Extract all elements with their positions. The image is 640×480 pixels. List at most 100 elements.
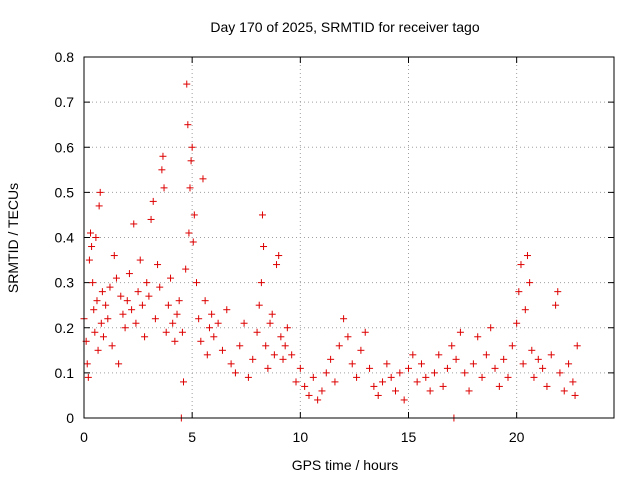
data-point bbox=[201, 297, 209, 305]
data-point bbox=[154, 261, 162, 269]
data-point bbox=[85, 256, 93, 264]
data-point bbox=[93, 297, 101, 305]
data-point bbox=[296, 364, 304, 372]
data-point bbox=[439, 382, 447, 390]
data-point bbox=[88, 243, 96, 251]
data-point bbox=[182, 265, 190, 273]
data-point bbox=[370, 382, 378, 390]
data-point bbox=[90, 306, 98, 314]
data-point bbox=[413, 378, 421, 386]
data-point bbox=[409, 351, 417, 359]
data-point bbox=[504, 373, 512, 381]
data-point bbox=[452, 355, 460, 363]
x-tick-label: 15 bbox=[401, 429, 417, 445]
data-point bbox=[335, 342, 343, 350]
data-point bbox=[554, 288, 562, 296]
data-point bbox=[573, 342, 581, 350]
data-point bbox=[227, 360, 235, 368]
data-point bbox=[208, 310, 216, 318]
data-point bbox=[125, 270, 133, 278]
data-point bbox=[491, 364, 499, 372]
data-point bbox=[357, 346, 365, 354]
data-point bbox=[244, 373, 252, 381]
data-point bbox=[456, 328, 464, 336]
data-point bbox=[478, 373, 486, 381]
data-point bbox=[91, 328, 99, 336]
data-point bbox=[260, 243, 268, 251]
data-point bbox=[159, 152, 167, 160]
data-point bbox=[104, 315, 112, 323]
data-point bbox=[322, 369, 330, 377]
data-point bbox=[171, 337, 179, 345]
data-point bbox=[383, 360, 391, 368]
data-point bbox=[500, 355, 508, 363]
data-point bbox=[218, 346, 226, 354]
data-point bbox=[257, 279, 265, 287]
data-point bbox=[187, 157, 195, 165]
data-point bbox=[565, 360, 573, 368]
data-points-layer bbox=[80, 80, 581, 422]
data-point bbox=[292, 378, 300, 386]
plot-frame bbox=[83, 56, 615, 419]
data-point bbox=[83, 360, 91, 368]
data-point bbox=[281, 342, 289, 350]
data-point bbox=[190, 211, 198, 219]
data-point bbox=[270, 351, 278, 359]
data-point bbox=[119, 310, 127, 318]
data-point bbox=[569, 378, 577, 386]
data-point bbox=[268, 310, 276, 318]
data-point bbox=[96, 188, 104, 196]
data-point bbox=[145, 292, 153, 300]
data-point bbox=[366, 364, 374, 372]
data-point bbox=[508, 342, 516, 350]
data-point bbox=[469, 360, 477, 368]
data-point bbox=[262, 342, 270, 350]
data-point bbox=[283, 324, 291, 332]
data-point bbox=[519, 360, 527, 368]
data-point bbox=[94, 346, 102, 354]
data-point bbox=[314, 396, 322, 404]
data-point bbox=[435, 351, 443, 359]
x-tick-label: 0 bbox=[80, 429, 88, 445]
data-point bbox=[99, 333, 107, 341]
data-point bbox=[128, 306, 136, 314]
x-tick-label: 10 bbox=[293, 429, 309, 445]
x-tick-label: 20 bbox=[509, 429, 525, 445]
data-point bbox=[160, 184, 168, 192]
data-point bbox=[199, 175, 207, 183]
data-point bbox=[98, 288, 106, 296]
data-point bbox=[515, 288, 523, 296]
data-point bbox=[528, 346, 536, 354]
data-point bbox=[264, 364, 272, 372]
data-point bbox=[95, 202, 103, 210]
data-point bbox=[92, 234, 100, 241]
data-point bbox=[348, 360, 356, 368]
data-point bbox=[115, 360, 123, 368]
data-point bbox=[396, 369, 404, 377]
data-point bbox=[534, 355, 542, 363]
data-point bbox=[102, 301, 110, 309]
data-point bbox=[404, 364, 412, 372]
data-point bbox=[123, 297, 131, 305]
data-point bbox=[173, 310, 181, 318]
data-point bbox=[210, 333, 218, 341]
data-point bbox=[255, 301, 263, 309]
data-point bbox=[331, 378, 339, 386]
data-point bbox=[521, 306, 529, 314]
grid-layer bbox=[84, 57, 614, 418]
x-axis-label: GPS time / hours bbox=[292, 457, 399, 473]
data-point bbox=[560, 387, 568, 395]
data-point bbox=[184, 121, 192, 129]
y-tick-label: 0 bbox=[66, 410, 74, 426]
data-point bbox=[279, 355, 287, 363]
data-point bbox=[517, 261, 525, 269]
data-point bbox=[430, 369, 438, 377]
data-point bbox=[556, 369, 564, 377]
data-point bbox=[175, 297, 183, 305]
y-tick-label: 0.7 bbox=[55, 94, 75, 110]
data-point bbox=[249, 355, 257, 363]
data-point bbox=[309, 373, 317, 381]
data-point bbox=[474, 333, 482, 341]
data-point bbox=[223, 306, 231, 314]
